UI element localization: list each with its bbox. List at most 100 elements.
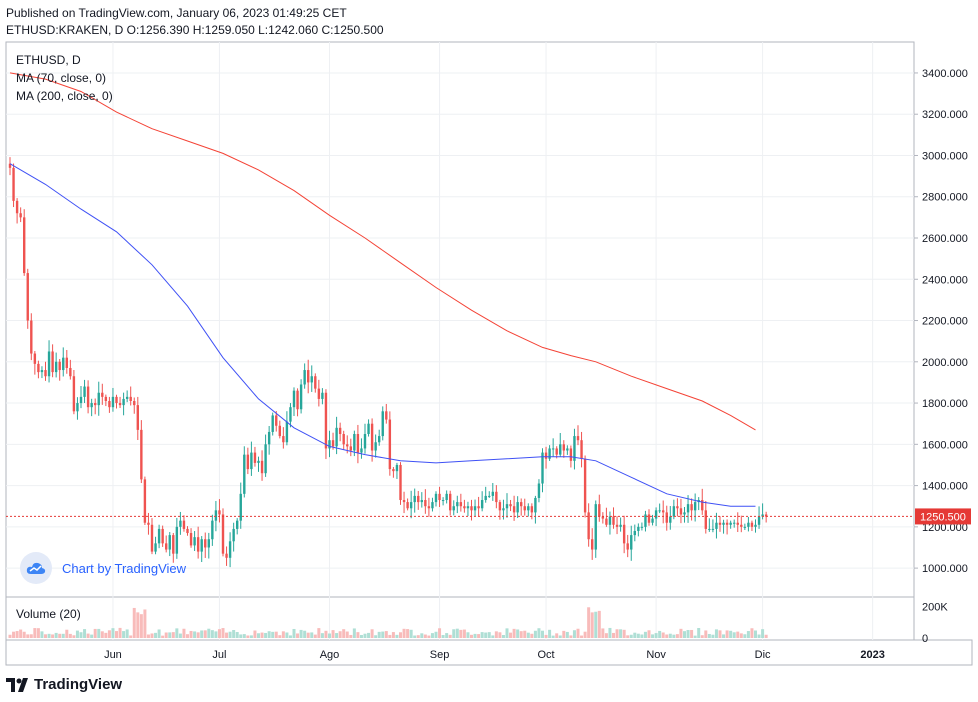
- candle-body: [296, 390, 299, 410]
- volume-bar: [107, 630, 111, 638]
- candle-body: [257, 460, 260, 463]
- tradingview-logo[interactable]: TradingView: [6, 676, 122, 693]
- volume-bar: [303, 630, 307, 638]
- candle-body: [764, 514, 768, 517]
- candle-body: [516, 502, 519, 513]
- volume-bar: [26, 634, 30, 638]
- candle-body: [108, 400, 111, 408]
- ohlc-header: ETHUSD:KRAKEN, D O:1256.390 H:1259.050 L…: [6, 23, 384, 37]
- volume-bar: [572, 630, 576, 638]
- volume-bar: [693, 635, 697, 638]
- candle-body: [19, 213, 22, 218]
- y-tick-label: 2400.000: [922, 274, 968, 286]
- volume-bar: [281, 631, 285, 638]
- volume-bar: [704, 630, 708, 638]
- volume-bar: [544, 634, 548, 638]
- candle-body: [125, 396, 129, 399]
- tradingview-watermark[interactable]: Chart by TradingView: [20, 552, 186, 584]
- candle-body: [356, 434, 360, 453]
- volume-bar: [519, 631, 523, 638]
- volume-bar: [743, 634, 747, 638]
- candle-body: [626, 543, 629, 550]
- volume-bar: [367, 632, 371, 638]
- candle-body: [541, 452, 544, 484]
- volume-bar: [697, 628, 701, 638]
- candle-body: [736, 522, 739, 525]
- volume-bar: [296, 633, 300, 638]
- volume-bar: [384, 631, 388, 638]
- candle-body: [537, 483, 541, 498]
- candle-body: [140, 429, 143, 480]
- volume-bar: [125, 629, 129, 638]
- volume-bar: [118, 627, 122, 638]
- volume-bar: [274, 631, 278, 638]
- candle-body: [211, 520, 214, 540]
- candle-body: [619, 524, 622, 527]
- volume-bar: [328, 633, 331, 638]
- candle-body: [69, 367, 72, 377]
- candle-body: [388, 419, 392, 470]
- volume-bar: [374, 635, 378, 638]
- candle-body: [409, 502, 413, 509]
- volume-bar: [491, 635, 495, 638]
- candle-body: [200, 539, 203, 552]
- volume-bar: [509, 632, 513, 638]
- candle-body: [40, 370, 44, 373]
- volume-bar: [228, 631, 232, 638]
- volume-bar: [452, 629, 456, 638]
- candle-body: [179, 520, 182, 527]
- candle-body: [520, 502, 523, 507]
- legend-volume[interactable]: Volume (20): [16, 607, 81, 621]
- cloud-icon: [20, 552, 52, 584]
- volume-bar: [498, 632, 502, 638]
- candle-body: [449, 493, 452, 511]
- candle-body: [665, 512, 668, 523]
- candle-body: [321, 392, 324, 399]
- volume-bar: [86, 633, 90, 638]
- candle-body: [750, 522, 754, 527]
- legend-ma70[interactable]: MA (70, close, 0): [16, 71, 107, 85]
- candle-body: [530, 506, 534, 513]
- volume-bar: [736, 631, 740, 638]
- candle-body: [701, 500, 704, 511]
- volume-bar: [47, 633, 51, 638]
- candle-body: [644, 514, 647, 527]
- candle-body: [189, 533, 193, 546]
- candle-body: [622, 524, 626, 544]
- candle-body: [445, 493, 448, 501]
- y-tick-label: 2000.000: [922, 357, 968, 369]
- candle-body: [718, 522, 722, 525]
- candle-body: [51, 351, 54, 373]
- volume-bar: [416, 635, 420, 638]
- volume-bar: [129, 635, 133, 638]
- volume-bar: [253, 630, 257, 638]
- candle-body: [204, 539, 207, 548]
- volume-bar: [533, 630, 537, 638]
- candle-body: [573, 436, 576, 461]
- volume-bar: [154, 632, 158, 638]
- candle-body: [133, 400, 136, 406]
- candle-body: [44, 370, 47, 377]
- candle-body: [654, 510, 658, 519]
- candle-body: [658, 510, 661, 512]
- volume-bar: [537, 628, 541, 638]
- candle-body: [331, 440, 335, 447]
- volume-bar: [349, 634, 353, 638]
- candle-body: [527, 506, 530, 511]
- candle-body: [335, 427, 338, 447]
- candle-body: [289, 407, 292, 422]
- candle-body: [747, 522, 750, 527]
- volume-bar: [391, 632, 395, 638]
- volume-bar: [33, 628, 37, 638]
- candle-body: [253, 452, 257, 463]
- y-tick-label: 3200.000: [922, 109, 968, 121]
- candle-body: [154, 543, 157, 552]
- candle-body: [267, 431, 271, 445]
- volume-bar: [257, 633, 260, 638]
- volume-bar: [587, 607, 591, 638]
- volume-bar: [388, 634, 392, 638]
- candle-body: [150, 524, 154, 552]
- y-tick-label: 1600.000: [922, 439, 968, 451]
- legend-ma200[interactable]: MA (200, close, 0): [16, 89, 113, 103]
